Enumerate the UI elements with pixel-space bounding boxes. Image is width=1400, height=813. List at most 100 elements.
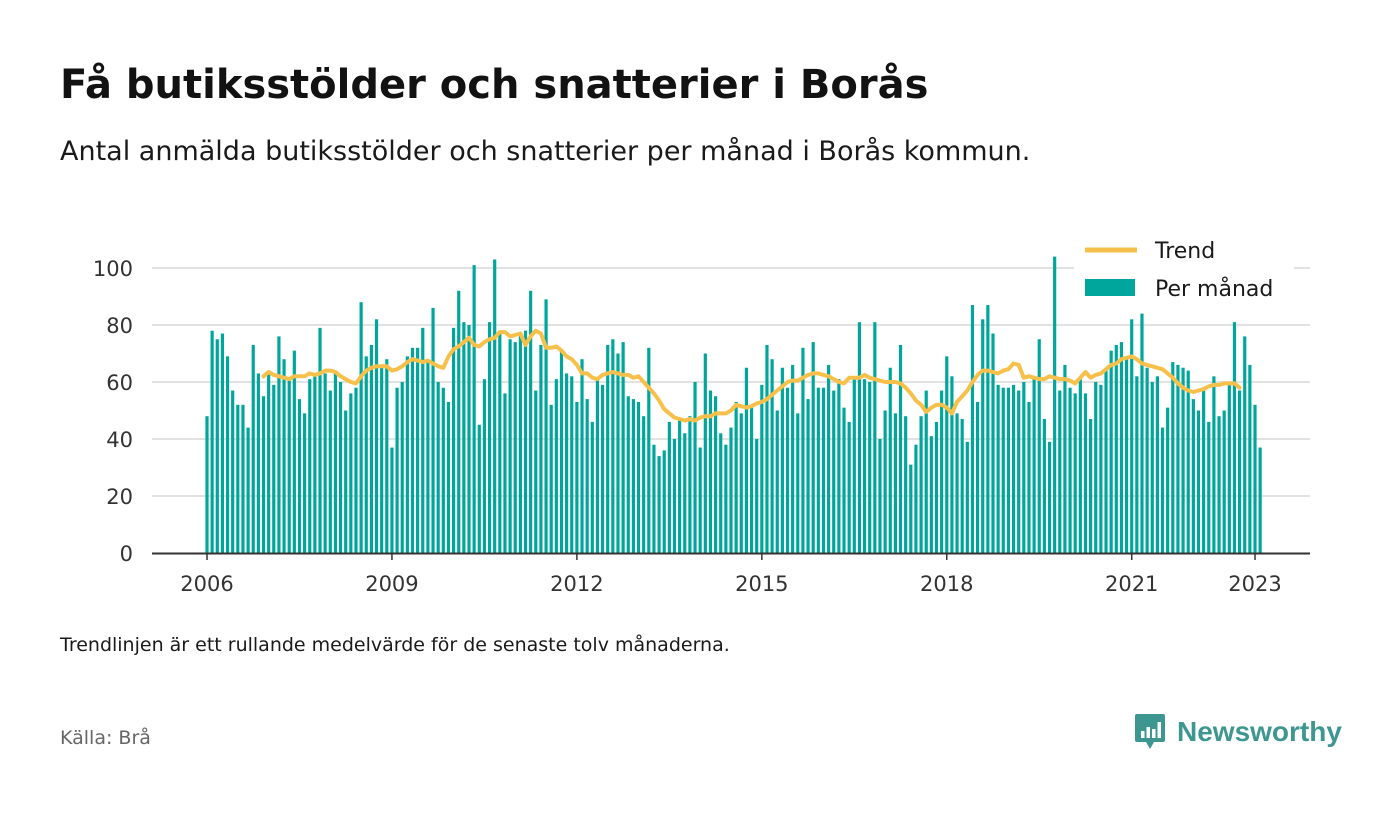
bar xyxy=(580,359,584,553)
bar xyxy=(611,339,615,553)
legend-bar-label: Per månad xyxy=(1155,276,1273,302)
bar xyxy=(225,356,230,553)
bar xyxy=(970,305,975,553)
y-tick-label: 40 xyxy=(106,428,133,452)
bar xyxy=(893,413,897,553)
chart-title: Få butiksstölder och snatterier i Borås xyxy=(60,62,929,108)
bar xyxy=(487,322,492,553)
bar xyxy=(344,410,348,553)
bar xyxy=(215,339,219,553)
bar xyxy=(1253,404,1257,553)
bar xyxy=(955,413,959,553)
bar xyxy=(996,384,1000,553)
source-text: Källa: Brå xyxy=(60,727,151,749)
bar xyxy=(318,327,322,553)
bar xyxy=(1011,384,1016,553)
bar xyxy=(832,390,836,553)
bar xyxy=(1032,376,1036,553)
bar xyxy=(1258,447,1262,553)
bar xyxy=(945,356,949,553)
bar xyxy=(1022,382,1026,553)
bar xyxy=(364,356,368,553)
bar xyxy=(523,330,528,553)
bar xyxy=(780,367,784,553)
chart-subtitle: Antal anmälda butiksstölder och snatteri… xyxy=(60,136,1031,167)
bar xyxy=(261,396,266,553)
bar xyxy=(467,325,471,553)
bar xyxy=(1145,367,1149,553)
bar xyxy=(421,327,425,553)
bar xyxy=(600,384,605,553)
chart: 0 20 40 60 80 100 2006 2009 2012 2015 2018 2021 202… xyxy=(92,239,1310,596)
bar xyxy=(734,401,738,553)
bar xyxy=(297,399,302,553)
x-tick-label: 2018 xyxy=(920,572,973,596)
bar xyxy=(1166,407,1170,553)
bar xyxy=(1058,390,1062,553)
brand-logo[interactable]: Newsworthy xyxy=(1133,712,1342,752)
bar xyxy=(775,410,779,553)
x-tick-label: 2009 xyxy=(365,572,418,596)
bar xyxy=(636,401,641,553)
bar xyxy=(688,416,692,553)
legend-bar-swatch xyxy=(1085,279,1135,296)
bar xyxy=(940,390,944,553)
bar xyxy=(770,359,774,553)
bar xyxy=(518,333,522,553)
bar xyxy=(267,373,271,553)
bar xyxy=(1160,427,1165,553)
bar xyxy=(791,364,795,553)
bar xyxy=(395,387,399,553)
bar xyxy=(498,333,502,553)
bar xyxy=(441,387,445,553)
bar xyxy=(272,384,276,553)
bar xyxy=(544,299,548,553)
y-tick-label: 0 xyxy=(120,542,133,566)
bar xyxy=(852,376,856,553)
bar xyxy=(1140,313,1144,553)
bar xyxy=(631,399,635,553)
bar xyxy=(714,396,718,553)
bar xyxy=(950,376,954,553)
bar xyxy=(765,344,769,553)
bar xyxy=(1191,399,1195,553)
bar xyxy=(446,401,451,553)
y-tick-label: 60 xyxy=(106,371,133,395)
bar xyxy=(585,399,589,553)
bar xyxy=(724,444,728,553)
bar xyxy=(338,382,343,553)
bar xyxy=(811,342,815,553)
bar xyxy=(672,439,677,553)
bar xyxy=(333,373,338,553)
bar xyxy=(277,336,281,553)
bar xyxy=(693,382,697,553)
x-tick-label: 2012 xyxy=(550,572,603,596)
bar xyxy=(534,390,538,553)
y-axis-labels: 0 20 40 60 80 100 xyxy=(93,257,133,566)
bar xyxy=(508,339,512,553)
bar xyxy=(652,444,656,553)
bar xyxy=(400,382,404,553)
bar xyxy=(1155,376,1159,553)
bar xyxy=(472,265,476,553)
bar xyxy=(1176,364,1180,553)
bar xyxy=(241,404,245,553)
bar xyxy=(898,344,903,553)
bar xyxy=(416,347,420,553)
bar xyxy=(1006,387,1011,553)
bar xyxy=(1248,364,1252,553)
bar xyxy=(323,373,327,553)
bar xyxy=(1207,421,1211,553)
y-tick-label: 100 xyxy=(93,257,133,281)
bar xyxy=(703,353,707,553)
bar xyxy=(981,319,985,553)
bar xyxy=(1104,367,1108,553)
bar xyxy=(462,322,466,553)
bar xyxy=(821,387,826,553)
bar xyxy=(313,376,317,553)
bar xyxy=(303,413,307,553)
bar xyxy=(1130,319,1134,553)
bar xyxy=(934,421,939,553)
bar xyxy=(1047,441,1052,553)
bar xyxy=(816,387,820,553)
